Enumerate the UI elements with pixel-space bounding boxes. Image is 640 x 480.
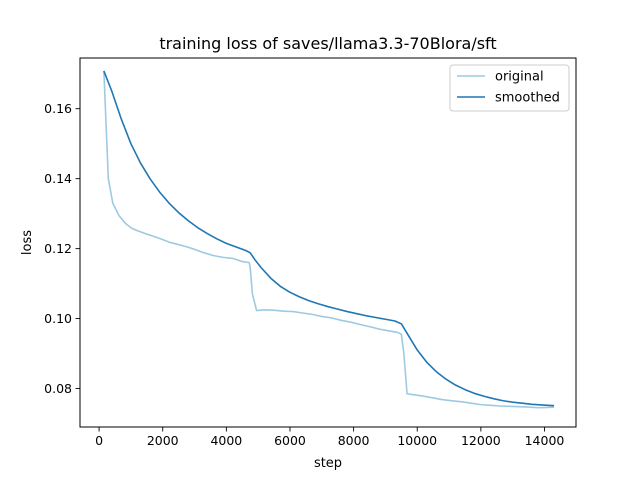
x-tick-label: 10000: [397, 433, 437, 448]
x-tick-label: 2000: [147, 433, 179, 448]
y-tick-label: 0.14: [44, 171, 72, 186]
x-tick-label: 6000: [274, 433, 306, 448]
y-axis-label: loss: [20, 230, 35, 255]
x-tick-label: 14000: [525, 433, 565, 448]
plot-area: [79, 57, 577, 428]
series-line-original: [103, 70, 555, 409]
y-tick-label: 0.10: [44, 311, 72, 326]
x-tick-label: 4000: [210, 433, 242, 448]
series-line-smoothed: [103, 70, 555, 407]
y-tick-label: 0.12: [44, 241, 72, 256]
x-tick-label: 8000: [338, 433, 370, 448]
x-axis-ticks: 0 2000 4000 6000 8000 10000 12000 14000: [95, 427, 564, 448]
chart-title: training loss of saves/llama3.3-70Blora/…: [159, 34, 496, 53]
legend-label-original: original: [495, 70, 544, 85]
x-axis-label: step: [314, 456, 342, 471]
x-tick-label: 12000: [461, 433, 501, 448]
x-tick-label: 0: [95, 433, 103, 448]
y-tick-label: 0.16: [44, 101, 72, 116]
legend: original smoothed: [449, 64, 570, 112]
y-axis-ticks: 0.08 0.10 0.12 0.14 0.16: [44, 101, 80, 396]
legend-label-smoothed: smoothed: [495, 91, 560, 106]
axes-frame: [79, 57, 577, 428]
series-layer: [103, 70, 555, 409]
y-tick-label: 0.08: [44, 381, 72, 396]
